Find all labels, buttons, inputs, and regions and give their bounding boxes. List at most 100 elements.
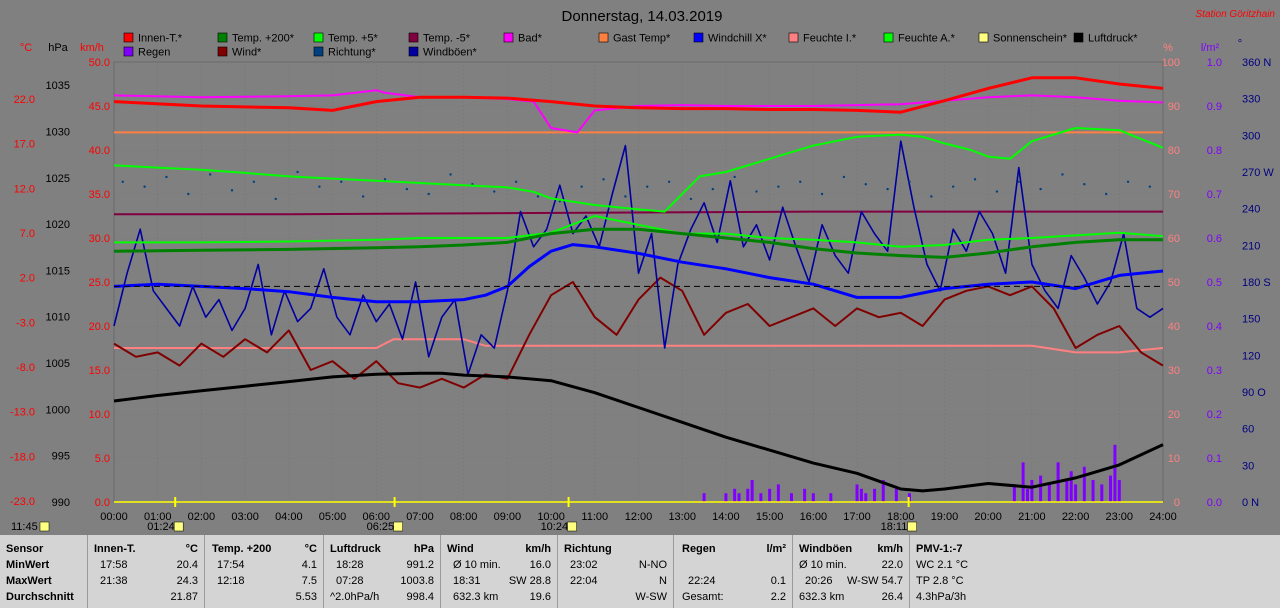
innen-average: 21.87 — [170, 591, 198, 603]
legend-swatch-1 — [217, 32, 228, 43]
legend-swatch-7 — [788, 32, 799, 43]
footer-innen: Innen-T. °C 17:58 20.4 21:38 24.3 21.87 — [88, 535, 205, 608]
direction-point-17 — [493, 190, 496, 193]
luftdruck-max-time: 07:28 — [336, 575, 364, 587]
time-tick-6: 06:00 — [362, 511, 390, 523]
time-tick-0: 00:00 — [100, 511, 128, 523]
temp200-min-value: 4.1 — [301, 559, 317, 571]
degree-tick-5: 210 — [1242, 240, 1260, 252]
series-regen — [702, 444, 1121, 502]
rain-bar-5 — [750, 480, 754, 502]
legend-swatch-14 — [408, 46, 419, 57]
wind-r3a: 632.3 km — [453, 591, 499, 603]
celsius-tick-1: 17.0 — [14, 139, 35, 151]
direction-point-27 — [711, 187, 715, 191]
celsius-tick-9: -23.0 — [10, 496, 35, 508]
direction-point-31 — [799, 180, 802, 183]
legend-label-6: Windchill X* — [708, 33, 767, 45]
degree-tick-8: 120 — [1242, 350, 1260, 362]
boeen-r2a: 20:26 — [805, 575, 833, 587]
unit-rain: l/m² — [1201, 42, 1220, 54]
legend-label-14: Windböen* — [423, 47, 478, 59]
series-windb-en — [113, 140, 1164, 376]
richtung-r1a: 23:02 — [570, 559, 598, 571]
row-min: MinWert — [6, 559, 50, 571]
direction-point-7 — [274, 197, 277, 201]
legend-label-5: Gast Temp* — [613, 33, 671, 45]
rain-bar-35 — [1117, 480, 1121, 502]
sun-time-2: 06:25 — [367, 521, 395, 533]
wind-r2a: 18:31 — [453, 575, 481, 587]
time-tick-7: 07:00 — [406, 511, 434, 523]
legend-label-4: Bad* — [518, 33, 543, 45]
sun-icon-3 — [567, 521, 577, 532]
kmh-tick-1: 45.0 — [89, 101, 110, 113]
kmh-tick-8: 10.0 — [89, 409, 110, 421]
rain-bar-1 — [724, 493, 728, 502]
footer-sensor: Sensor MinWert MaxWert Durchschnitt — [0, 535, 88, 608]
richtung-r1b: N-NO — [638, 559, 667, 571]
series-temp-200 — [113, 227, 1163, 259]
time-tick-1: 01:00 — [144, 511, 172, 523]
rain-bar-33 — [1109, 475, 1113, 502]
temp200-title: Temp. +200 — [212, 543, 272, 555]
footer-regen: Regen l/m² 22:24 0.1 Gesamt: 2.2 — [674, 535, 793, 608]
rain-bar-0 — [702, 493, 706, 502]
temp200-max-value: 7.5 — [301, 575, 317, 587]
degree-tick-12: 0 N — [1242, 497, 1259, 509]
rain-bar-20 — [1012, 484, 1016, 502]
rain-bar-29 — [1074, 484, 1078, 502]
legend-swatch-0 — [123, 32, 134, 43]
luftdruck-max-value: 1003.8 — [400, 575, 434, 587]
rain-tick-1: 0.9 — [1207, 101, 1222, 113]
time-tick-17: 17:00 — [843, 511, 871, 523]
innen-unit: °C — [185, 543, 198, 555]
rain-bar-3 — [737, 493, 741, 502]
kmh-tick-3: 35.0 — [89, 189, 110, 201]
rain-bar-24 — [1039, 475, 1043, 502]
row-avg: Durchschnitt — [6, 591, 74, 603]
temp200-min-time: 17:54 — [217, 559, 245, 571]
kmh-tick-4: 30.0 — [89, 233, 110, 245]
percent-tick-10: 0 — [1174, 497, 1180, 509]
rain-bar-30 — [1082, 466, 1086, 502]
legend-label-2: Temp. +5* — [328, 33, 379, 45]
percent-tick-6: 40 — [1168, 321, 1180, 333]
time-tick-11: 11:00 — [581, 511, 608, 523]
rain-tick-8: 0.2 — [1207, 409, 1222, 421]
time-tick-2: 02:00 — [188, 511, 216, 523]
sun-time-0: 11:45 — [11, 521, 38, 533]
wind-title: Wind — [447, 543, 474, 555]
hpa-tick-6: 1005 — [46, 358, 70, 370]
temp200-average: 5.53 — [295, 591, 317, 603]
time-tick-5: 05:00 — [319, 511, 347, 523]
footer-pmv: PMV-1:-7 WC 2.1 °C TP 2.8 °C 4.3hPa/3h — [910, 535, 999, 608]
percent-tick-3: 70 — [1168, 189, 1180, 201]
direction-point-29 — [755, 190, 758, 193]
direction-point-24 — [646, 185, 649, 188]
rain-bar-25 — [1047, 484, 1051, 502]
direction-point-19 — [536, 195, 540, 198]
direction-point-44 — [1083, 183, 1086, 186]
degree-tick-0: 360 N — [1242, 57, 1271, 69]
wind-r1b: 16.0 — [529, 559, 551, 571]
pmv-r2: TP 2.8 °C — [916, 575, 964, 587]
celsius-tick-0: 22.0 — [14, 94, 35, 106]
hpa-tick-5: 1010 — [46, 312, 70, 324]
celsius-tick-8: -18.0 — [10, 451, 35, 463]
sensor-title: Sensor — [6, 543, 44, 555]
direction-point-9 — [318, 185, 321, 188]
series-feuchte-i — [114, 338, 1164, 354]
percent-tick-9: 10 — [1168, 453, 1180, 465]
row-max: MaxWert — [6, 575, 52, 587]
sun-time-1: 01:24 — [147, 521, 175, 533]
luftdruck-title: Luftdruck — [330, 543, 381, 555]
direction-point-0 — [121, 180, 124, 183]
rain-tick-2: 0.8 — [1207, 145, 1222, 157]
degree-tick-10: 60 — [1242, 424, 1254, 436]
boeen-title: Windböen — [799, 543, 853, 555]
time-tick-8: 08:00 — [450, 511, 478, 523]
legend-swatch-10 — [1073, 32, 1084, 43]
innen-min-time: 17:58 — [100, 559, 128, 571]
legend-swatch-13 — [313, 46, 324, 57]
